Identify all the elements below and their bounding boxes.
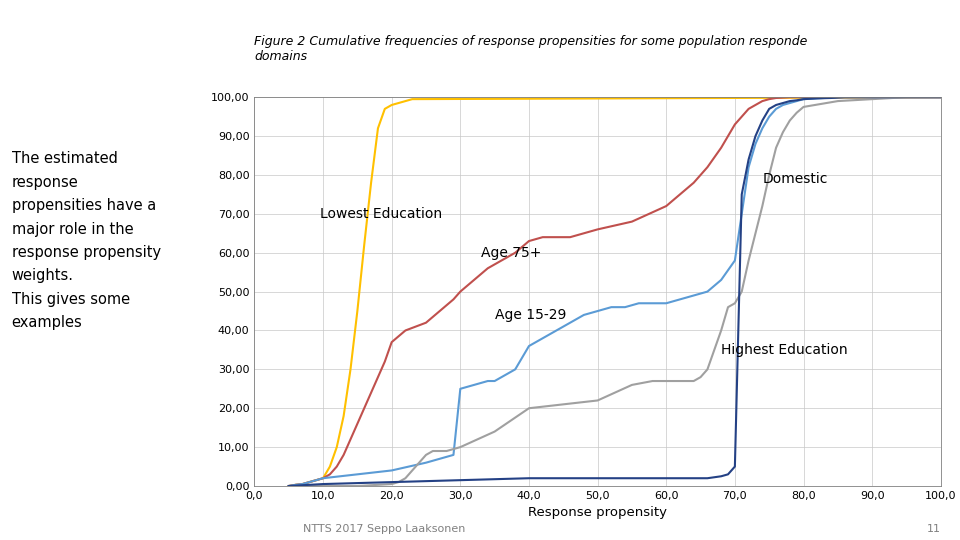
Text: 11: 11 [926, 524, 941, 534]
Text: Highest Education: Highest Education [721, 343, 848, 357]
Text: Age 15-29: Age 15-29 [494, 308, 566, 322]
Text: Lowest Education: Lowest Education [320, 207, 442, 221]
Text: NTTS 2017 Seppo Laaksonen: NTTS 2017 Seppo Laaksonen [302, 524, 466, 534]
X-axis label: Response propensity: Response propensity [528, 507, 667, 519]
Text: The estimated
response
propensities have a
major role in the
response propensity: The estimated response propensities have… [12, 151, 160, 330]
Text: Age 75+: Age 75+ [481, 246, 541, 260]
Text: Figure 2 Cumulative frequencies of response propensities for some population res: Figure 2 Cumulative frequencies of respo… [254, 35, 807, 63]
Text: Domestic: Domestic [762, 172, 828, 186]
